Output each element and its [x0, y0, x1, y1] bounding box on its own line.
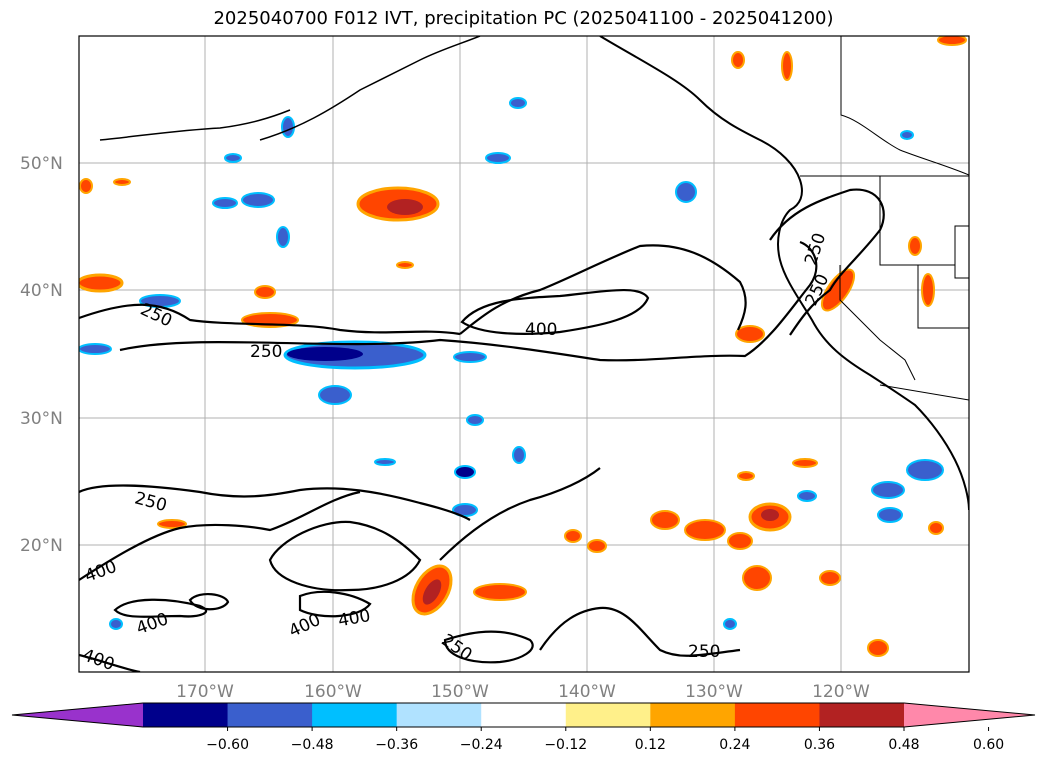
lon-label: 170°W — [176, 682, 234, 702]
map-area: 250 400 250 400 250 250 400 400 400 400 … — [79, 36, 969, 672]
longitude-labels: 170°W 160°W 150°W 140°W 130°W 120°W — [176, 682, 870, 702]
colorbar-tick-label: −0.48 — [291, 737, 334, 753]
contour-label: 250 — [250, 342, 282, 362]
colorbar-tick-label: 0.12 — [635, 737, 666, 753]
colorbar-tick-label: 0.24 — [719, 737, 750, 753]
colorbar-swatch — [481, 703, 567, 727]
colorbar-swatch — [396, 703, 482, 727]
lon-label: 150°W — [431, 682, 489, 702]
map-frame — [78, 35, 970, 673]
negative-anomaly-areas — [79, 97, 944, 630]
lat-label: 30°N — [20, 409, 63, 429]
latitude-labels: 50°N 40°N 30°N 20°N — [20, 154, 63, 556]
lon-label: 120°W — [812, 682, 870, 702]
ivt-contours — [79, 188, 885, 672]
colorbar-tick-label: −0.36 — [375, 737, 418, 753]
colorbar-extend-high — [904, 703, 1035, 727]
lat-label: 40°N — [20, 281, 63, 301]
colorbar-outline — [11, 702, 1036, 728]
map-title: 2025040700 F012 IVT, precipitation PC (2… — [213, 8, 834, 29]
coastlines — [99, 36, 969, 511]
lon-label: 140°W — [558, 682, 616, 702]
lat-label: 50°N — [20, 154, 63, 174]
colorbar-tick-label: 0.36 — [804, 737, 835, 753]
contour-label: 400 — [525, 320, 557, 340]
colorbar-swatch — [227, 703, 313, 727]
colorbar-swatch — [312, 703, 398, 727]
lon-label: 130°W — [685, 682, 743, 702]
colorbar-swatch — [565, 703, 651, 727]
colorbar-tick-label: −0.12 — [544, 737, 587, 753]
lat-label: 20°N — [20, 536, 63, 556]
colorbar-tick-label: −0.24 — [460, 737, 503, 753]
lon-label: 160°W — [304, 682, 362, 702]
colorbar-tick-label: 0.48 — [888, 737, 919, 753]
positive-anomaly-areas — [79, 36, 967, 657]
colorbar-extend-low — [12, 703, 143, 727]
colorbar-swatch — [819, 703, 905, 727]
colorbar-swatch — [650, 703, 736, 727]
colorbar-swatch — [734, 703, 820, 727]
contour-label: 250 — [688, 642, 720, 662]
colorbar: −0.60 −0.48 −0.36 −0.24 −0.12 0.12 0.24 0.36 0.4… — [11, 702, 1036, 753]
colorbar-tick-label: −0.60 — [206, 737, 249, 753]
colorbar-tick-label: 0.60 — [973, 737, 1004, 753]
colorbar-swatch — [143, 703, 229, 727]
